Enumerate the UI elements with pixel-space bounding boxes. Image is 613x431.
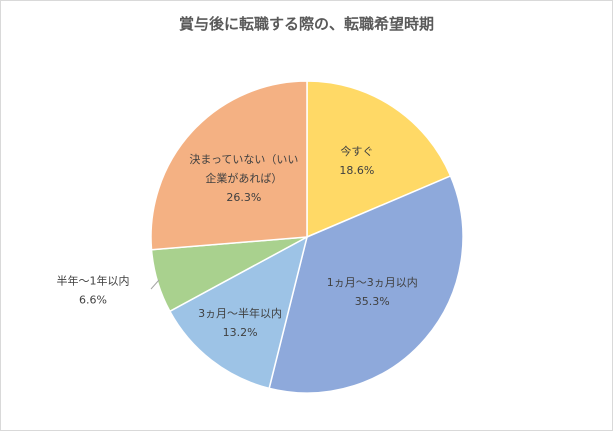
pie-slice-1 <box>268 174 464 394</box>
data-label-value: 35.3% <box>355 295 390 308</box>
data-label-category: 企業があれば） <box>205 171 282 185</box>
pie-slice-0 <box>306 80 452 239</box>
data-label-value: 18.6% <box>339 164 374 177</box>
pie-slice-4 <box>150 80 308 251</box>
data-label-category: 半年～1年以内 <box>57 274 130 288</box>
leader-line-3 <box>150 279 160 290</box>
data-label-value: 26.3% <box>226 191 261 204</box>
data-label-category: 1ヵ月～3ヵ月以内 <box>327 275 418 289</box>
data-label-1: 1ヵ月～3ヵ月以内 35.3% <box>327 275 418 308</box>
data-label-category: 今すぐ <box>340 144 373 158</box>
data-label-category: 決まっていない（いい <box>189 153 298 166</box>
data-label-0: 今すぐ 18.6% <box>339 144 374 177</box>
data-label-value: 6.6% <box>79 294 107 307</box>
data-label-2: 3ヵ月～半年以内 13.2% <box>198 306 282 339</box>
data-label-3: 半年～1年以内 6.6% <box>57 274 130 307</box>
chart-title: 賞与後に転職する際の、転職希望時期 <box>178 15 434 33</box>
data-label-category: 3ヵ月～半年以内 <box>198 306 282 320</box>
pie-slice-2 <box>168 235 309 390</box>
data-label-value: 13.2% <box>223 326 258 339</box>
